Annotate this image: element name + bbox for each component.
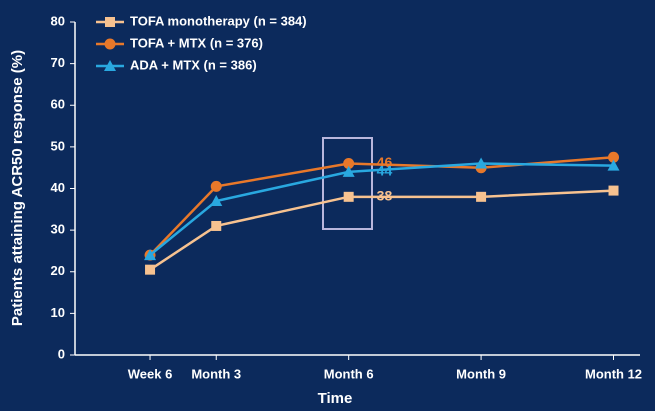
marker — [608, 185, 619, 196]
legend-marker — [104, 60, 116, 71]
x-tick-label: Month 6 — [324, 366, 374, 381]
x-tick-label: Week 6 — [128, 366, 173, 381]
legend-marker — [104, 38, 116, 50]
x-tick-label: Month 3 — [191, 366, 241, 381]
marker — [608, 151, 620, 163]
value-label: 38 — [377, 188, 393, 204]
x-axis-label: Time — [318, 390, 353, 407]
marker — [210, 194, 223, 206]
value-label: 44 — [377, 163, 393, 179]
marker — [476, 191, 487, 202]
y-tick-label: 60 — [51, 97, 65, 112]
y-tick-label: 80 — [51, 13, 65, 28]
marker — [607, 159, 620, 171]
marker — [145, 264, 156, 275]
y-tick-label: 0 — [58, 346, 65, 361]
marker — [210, 180, 222, 192]
legend-marker — [105, 17, 115, 27]
y-tick-label: 40 — [51, 180, 65, 195]
highlight-box — [322, 137, 373, 230]
marker — [343, 191, 354, 202]
marker — [211, 220, 222, 231]
y-tick-label: 20 — [51, 263, 65, 278]
legend-label: ADA + MTX (n = 386) — [130, 57, 257, 72]
y-tick-label: 10 — [51, 305, 65, 320]
marker — [343, 158, 355, 170]
legend-label: TOFA monotherapy (n = 384) — [130, 13, 307, 28]
marker — [144, 249, 157, 261]
legend-label: TOFA + MTX (n = 376) — [130, 35, 263, 50]
x-tick-label: Month 9 — [456, 366, 506, 381]
y-tick-label: 70 — [51, 55, 65, 70]
value-label: 46 — [377, 154, 393, 170]
marker — [342, 165, 355, 177]
x-tick-label: Month 12 — [585, 366, 642, 381]
y-tick-label: 30 — [51, 222, 65, 237]
marker — [475, 157, 488, 169]
y-tick-label: 50 — [51, 138, 65, 153]
y-axis-label: Patients attaining ACR50 response (%) — [9, 50, 26, 326]
